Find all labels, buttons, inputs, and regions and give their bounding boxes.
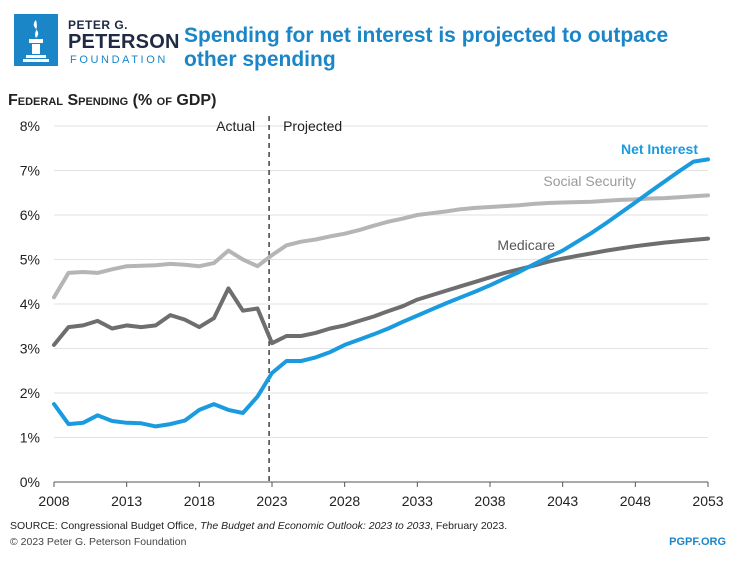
copyright: © 2023 Peter G. Peterson Foundation	[10, 536, 187, 548]
net-interest-line	[52, 157, 710, 429]
x-tick-label: 2038	[474, 493, 505, 509]
y-tick-label: 3%	[20, 341, 40, 357]
y-tick-label: 6%	[20, 207, 40, 223]
y-tick-label: 2%	[20, 385, 40, 401]
logo-line-1: PETER G.	[68, 18, 129, 32]
actual-label: Actual	[216, 118, 255, 134]
actual-projected-divider: Actual Projected	[216, 116, 342, 482]
line-chart: 0%1%2%3%4%5%6%7%8% 2008 2013 2018 2023 2028 2…	[20, 116, 724, 509]
torch-logo-icon	[14, 14, 58, 66]
gridlines	[54, 125, 708, 483]
chart-title: Federal Spending (% of GDP)	[8, 92, 217, 109]
source-prefix: SOURCE: Congressional Budget Office,	[10, 520, 201, 532]
x-tick-label: 2048	[620, 493, 651, 509]
x-tick-label: 2013	[111, 493, 142, 509]
page-title: Spending for net interest is projected t…	[184, 24, 669, 71]
source-note: SOURCE: Congressional Budget Office, The…	[10, 520, 507, 532]
site-link[interactable]: PGPF.ORG	[669, 536, 726, 548]
logo-line-2: PETERSON	[68, 31, 180, 53]
x-tick-label: 2028	[329, 493, 360, 509]
foundation-logo: PETER G. PETERSON FOUNDATION	[14, 14, 179, 70]
source-title: The Budget and Economic Outlook: 2023 to…	[200, 520, 431, 532]
y-tick-label: 8%	[20, 118, 40, 134]
projected-label: Projected	[283, 118, 342, 134]
x-tick-label: 2053	[692, 493, 723, 509]
x-tick-label: 2033	[402, 493, 433, 509]
y-tick-label: 5%	[20, 252, 40, 268]
y-tick-label: 0%	[20, 474, 40, 490]
net-interest-label: Net Interest	[621, 141, 698, 157]
y-tick-label: 7%	[20, 163, 40, 179]
series-labels: Social Security Medicare Net Interest	[497, 141, 698, 253]
y-axis-ticks: 0% 1% 2% 3% 4% 5% 6% 7% 8%	[20, 118, 40, 490]
series-lines	[52, 157, 710, 429]
x-tick-label: 2008	[38, 493, 69, 509]
x-tick-label: 2023	[256, 493, 287, 509]
source-suffix: , February 2023.	[430, 520, 508, 532]
social-security-line	[52, 193, 710, 300]
x-axis-ticks: 2008 2013 2018 2023 2028 2033 2038 2043 2048 2053	[38, 482, 724, 509]
x-tick-label: 2043	[547, 493, 578, 509]
logo-line-3: FOUNDATION	[70, 54, 168, 66]
y-tick-label: 1%	[20, 430, 40, 446]
y-tick-label: 4%	[20, 296, 40, 312]
x-tick-label: 2018	[184, 493, 215, 509]
medicare-line	[52, 236, 710, 347]
social-security-label: Social Security	[543, 173, 636, 189]
medicare-label: Medicare	[497, 237, 555, 253]
